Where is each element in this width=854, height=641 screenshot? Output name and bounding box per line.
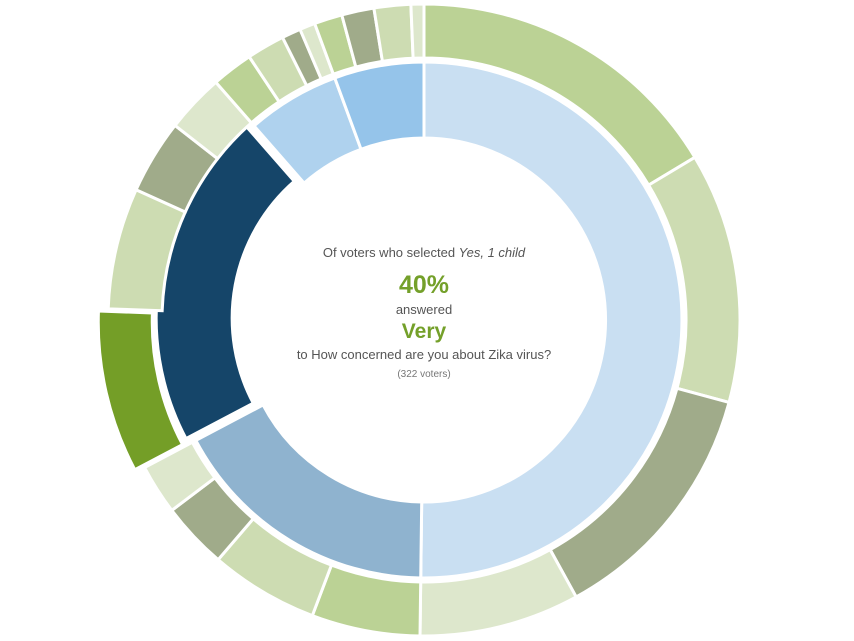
inner-slice-2[interactable] — [193, 402, 424, 580]
inner-slice-1[interactable] — [419, 60, 684, 580]
outer-slice-5-4[interactable] — [409, 2, 426, 60]
outer-slice-2-4[interactable] — [142, 440, 217, 513]
question-text: to How concerned are you about Zika viru… — [296, 347, 552, 362]
percent-value: 40% — [398, 271, 450, 299]
center-summary: Of voters who selected Yes, 1 child 40% … — [294, 244, 554, 380]
answered-label: answered — [395, 302, 453, 317]
answer-value: Very — [401, 320, 447, 343]
outer-slice-3-1[interactable] — [96, 309, 185, 472]
voter-count: (322 voters) — [397, 369, 451, 380]
center-prefix: Of voters who selected — [322, 245, 459, 260]
selected-option: Yes, 1 child — [458, 245, 526, 260]
outer-slice-5-3[interactable] — [372, 2, 415, 64]
inner-slice-5[interactable] — [332, 60, 426, 152]
center-intro: Of voters who selected Yes, 1 child — [294, 244, 554, 262]
